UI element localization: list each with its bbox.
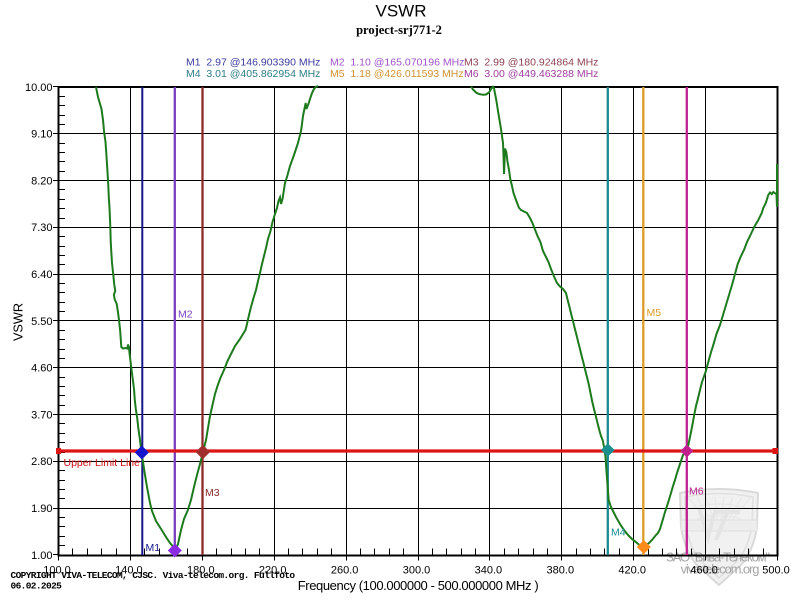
svg-text:260.0: 260.0 <box>331 565 359 577</box>
svg-text:M6 3.00 @449.463288 MHz: M6 3.00 @449.463288 MHz <box>464 68 598 80</box>
svg-text:M2 1.10 @165.070196 MHz: M2 1.10 @165.070196 MHz <box>330 57 464 69</box>
svg-text:2.80: 2.80 <box>31 456 52 468</box>
svg-text:300.0: 300.0 <box>403 565 431 577</box>
svg-text:M6: M6 <box>689 486 704 498</box>
svg-text:M5: M5 <box>647 307 662 319</box>
svg-text:M5 1.18 @426.011593 MHz: M5 1.18 @426.011593 MHz <box>330 68 464 80</box>
svg-text:7.30: 7.30 <box>31 222 52 234</box>
svg-text:COPYRIGHT VIVA-TELECOM, CJSC.: COPYRIGHT VIVA-TELECOM, CJSC. Viva-telec… <box>11 570 296 581</box>
svg-text:180.0: 180.0 <box>187 565 215 577</box>
svg-text:500.0: 500.0 <box>762 565 790 577</box>
svg-text:M1: M1 <box>146 542 161 554</box>
svg-text:6.40: 6.40 <box>31 269 52 281</box>
svg-text:M4 3.01 @405.862954 MHz: M4 3.01 @405.862954 MHz <box>186 68 320 80</box>
svg-text:420.0: 420.0 <box>618 565 646 577</box>
svg-text:460.0: 460.0 <box>690 565 718 577</box>
svg-text:340.0: 340.0 <box>475 565 503 577</box>
svg-text:100.0: 100.0 <box>43 565 71 577</box>
svg-text:10.00: 10.00 <box>25 82 53 94</box>
svg-text:VSWR: VSWR <box>12 303 26 341</box>
svg-text:4.60: 4.60 <box>31 363 52 375</box>
svg-text:1.00: 1.00 <box>31 550 52 562</box>
svg-text:M1 2.97 @146.903390 MHz: M1 2.97 @146.903390 MHz <box>186 57 320 69</box>
svg-text:220.0: 220.0 <box>259 565 287 577</box>
svg-text:M4: M4 <box>611 527 626 539</box>
svg-text:3.70: 3.70 <box>31 409 52 421</box>
svg-text:380.0: 380.0 <box>547 565 575 577</box>
svg-text:M3 2.99 @180.924864 MHz: M3 2.99 @180.924864 MHz <box>464 57 598 69</box>
svg-text:M3: M3 <box>205 487 220 499</box>
svg-text:VSWR: VSWR <box>376 2 427 21</box>
svg-text:8.20: 8.20 <box>31 175 52 187</box>
svg-text:project-srj771-2: project-srj771-2 <box>356 23 442 37</box>
svg-text:5.50: 5.50 <box>31 316 52 328</box>
svg-text:M2: M2 <box>178 309 193 321</box>
svg-text:140.0: 140.0 <box>115 565 143 577</box>
svg-text:06.02.2025: 06.02.2025 <box>11 581 63 592</box>
svg-text:9.10: 9.10 <box>31 129 52 141</box>
svg-text:Frequency (100.000000 - 500.00: Frequency (100.000000 - 500.000000 MHz ) <box>298 578 539 593</box>
svg-text:Upper Limit Line: Upper Limit Line <box>64 457 141 469</box>
svg-text:ЗАО "Вива-Телеком": ЗАО "Вива-Телеком" <box>666 550 770 565</box>
svg-text:viva-telecom.org: viva-telecom.org <box>681 562 760 577</box>
svg-text:1.90: 1.90 <box>31 503 52 515</box>
